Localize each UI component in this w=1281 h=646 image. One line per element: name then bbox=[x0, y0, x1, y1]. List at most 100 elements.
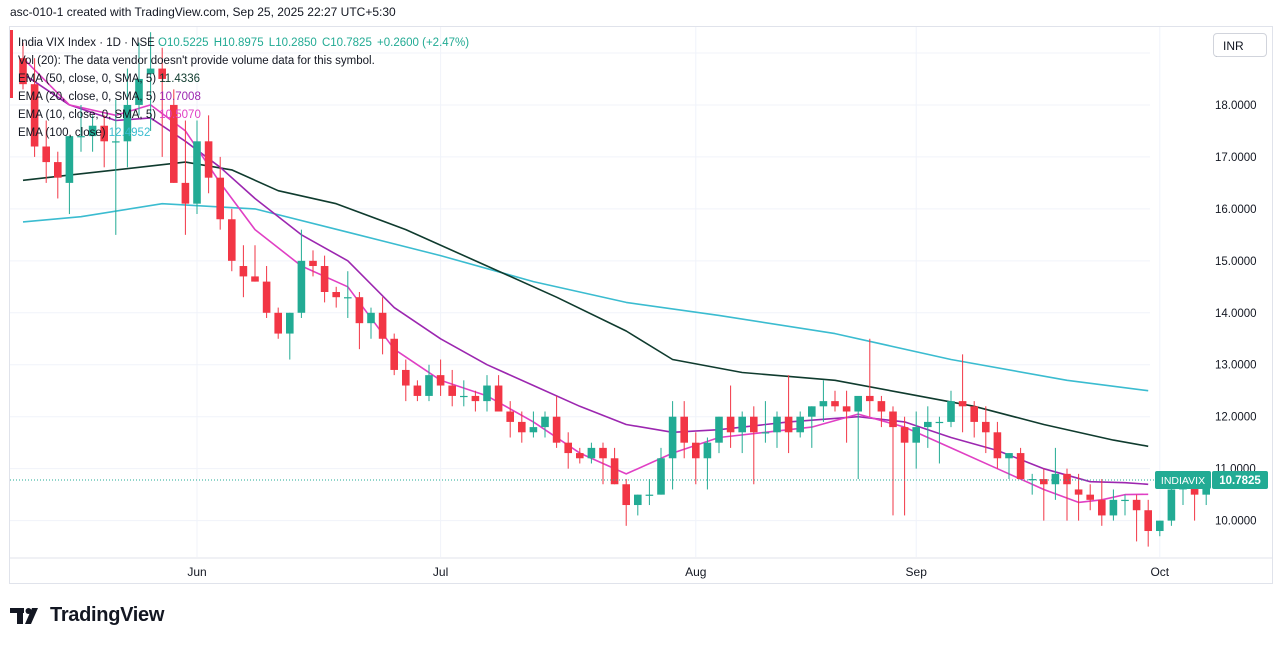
legend-symbol[interactable]: India VIX Index · 1D · NSE bbox=[18, 37, 155, 49]
candle-body bbox=[402, 369, 410, 386]
price-tag-value-box bbox=[1212, 470, 1268, 489]
candle-body bbox=[320, 266, 329, 292]
candle-body bbox=[900, 427, 909, 443]
candle-body bbox=[634, 494, 642, 506]
legend-marker bbox=[10, 30, 13, 98]
candle-body bbox=[1109, 499, 1118, 516]
legend-ema100-row[interactable]: EMA (100, close) 12.4952 bbox=[18, 124, 471, 142]
candle-body bbox=[773, 416, 781, 433]
legend-low: L10.2850 bbox=[268, 37, 317, 49]
legend-open: O10.5225 bbox=[158, 37, 209, 49]
legend-high: H10.8975 bbox=[213, 37, 264, 49]
candle-body bbox=[158, 68, 166, 79]
tradingview-logo[interactable]: TradingView bbox=[10, 604, 164, 627]
legend-ema50-label: EMA (50, close, 0, SMA, 5) bbox=[18, 73, 157, 85]
candle-body bbox=[982, 421, 990, 433]
candle-body bbox=[877, 401, 886, 412]
x-tick-label: Jun bbox=[187, 565, 206, 579]
chart-frame bbox=[9, 26, 1273, 584]
candle-body bbox=[784, 416, 793, 433]
legend-ema50-row[interactable]: EMA (50, close, 0, SMA, 5) 11.4336 bbox=[18, 70, 471, 88]
candle-body bbox=[471, 395, 480, 402]
candle-body bbox=[88, 125, 97, 137]
series-line bbox=[22, 202, 1149, 392]
price-tag-symbol-box bbox=[1155, 470, 1211, 489]
candle-body bbox=[239, 266, 248, 277]
candle-body bbox=[541, 416, 549, 428]
x-tick-label: Sep bbox=[906, 565, 928, 579]
candle-body bbox=[564, 442, 572, 454]
candle-body bbox=[378, 312, 387, 339]
y-tick-label: 16.0000 bbox=[1215, 204, 1257, 216]
x-tick-label: Jul bbox=[433, 565, 448, 579]
legend-ema100-label: EMA (100, close) bbox=[18, 127, 106, 139]
series-line bbox=[22, 73, 1149, 486]
candle-body bbox=[866, 395, 874, 402]
candle-body bbox=[587, 447, 596, 459]
candle-body bbox=[483, 385, 491, 402]
candle-body bbox=[1063, 473, 1071, 485]
legend-vol-row[interactable]: Vol (20): The data vendor doesn't provid… bbox=[18, 52, 471, 70]
price-tag-value: 10.7825 bbox=[1219, 475, 1261, 487]
candle-body bbox=[355, 297, 364, 324]
legend-symbol-row: India VIX Index · 1D · NSE O10.5225 H10.… bbox=[18, 34, 471, 52]
candle-body bbox=[1074, 489, 1083, 495]
candle-body bbox=[912, 427, 920, 443]
legend-close: C10.7825 bbox=[321, 37, 372, 49]
candle-body bbox=[1086, 494, 1094, 500]
candle-body bbox=[726, 416, 735, 433]
candle-body bbox=[842, 406, 851, 412]
legend-ema10-row[interactable]: EMA (10, close, 0, SMA, 5) 10.5070 bbox=[18, 106, 471, 124]
candle-body bbox=[703, 442, 712, 459]
candle-body bbox=[1132, 499, 1141, 511]
candle-body bbox=[576, 453, 584, 459]
candle-body bbox=[1144, 510, 1152, 532]
tradingview-logo-icon bbox=[10, 607, 38, 624]
candle-body bbox=[436, 375, 445, 386]
candle-body bbox=[761, 432, 770, 434]
candle-body bbox=[1005, 453, 1013, 459]
chart-caption: asc-010-1 created with TradingView.com, … bbox=[10, 5, 396, 19]
candle-body bbox=[181, 182, 190, 204]
candle-body bbox=[552, 416, 561, 443]
candle-body bbox=[65, 136, 74, 183]
legend-change: +0.2600 (+2.47%) bbox=[377, 37, 470, 49]
candle-body bbox=[448, 385, 456, 396]
candle-body bbox=[715, 416, 723, 443]
candle-body bbox=[599, 447, 607, 459]
y-tick-label: 10.0000 bbox=[1215, 516, 1257, 528]
candle-body bbox=[146, 68, 155, 74]
tradingview-logo-text: TradingView bbox=[50, 604, 165, 626]
candle-body bbox=[657, 458, 665, 495]
candle-body bbox=[518, 421, 526, 433]
candle-body bbox=[668, 416, 677, 459]
currency-button[interactable]: INR bbox=[1213, 33, 1267, 57]
candle-body bbox=[645, 494, 654, 496]
candle-body bbox=[100, 125, 108, 142]
candle-body bbox=[889, 411, 897, 428]
candle-body bbox=[390, 338, 398, 370]
candle-body bbox=[680, 416, 688, 443]
y-tick-label: 13.0000 bbox=[1215, 360, 1257, 372]
legend-ema20-row[interactable]: EMA (20, close, 0, SMA, 5) 10.7008 bbox=[18, 88, 471, 106]
y-tick-label: 15.0000 bbox=[1215, 256, 1257, 268]
candle-body bbox=[1121, 499, 1129, 502]
candle-body bbox=[854, 395, 862, 412]
candle-body bbox=[77, 136, 85, 138]
candle-body bbox=[494, 385, 503, 412]
candle-body bbox=[1156, 520, 1164, 532]
candle-body bbox=[262, 281, 271, 313]
candle-body bbox=[622, 484, 630, 506]
candle-body bbox=[228, 219, 236, 261]
candle-body bbox=[112, 141, 120, 143]
candle-body bbox=[738, 416, 746, 433]
candle-body bbox=[30, 84, 39, 147]
candle-body bbox=[332, 292, 340, 298]
candle-body bbox=[425, 375, 433, 396]
candle-body bbox=[1098, 499, 1106, 516]
candle-body bbox=[135, 78, 143, 105]
candle-body bbox=[286, 312, 294, 334]
legend-ema10-value: 10.5070 bbox=[159, 109, 201, 121]
candle-body bbox=[831, 401, 839, 407]
